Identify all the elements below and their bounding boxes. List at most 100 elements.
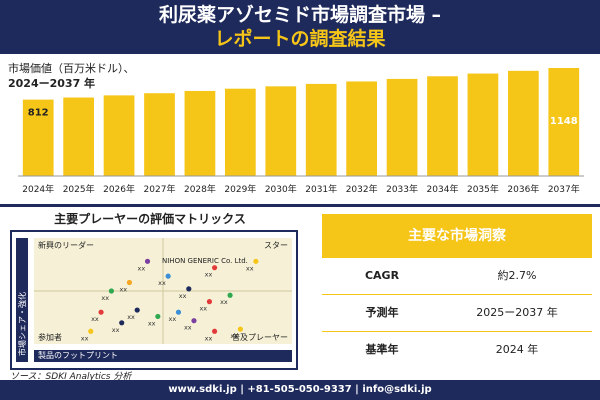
quadrant-top-left: 新興のリーダー	[38, 240, 94, 250]
matrix-point-label: xx	[91, 315, 99, 323]
matrix-point-label: xx	[205, 334, 213, 342]
matrix-point-label: xx	[158, 279, 166, 287]
chart-title: 市場価値（百万米ドル）、	[8, 61, 135, 75]
matrix-point	[186, 286, 192, 292]
x-tick-label: 2025年	[63, 183, 95, 195]
x-tick-label: 2037年	[548, 183, 580, 195]
company-label: NIHON GENERIC Co. Ltd.	[162, 257, 248, 265]
x-tick-label: 2028年	[184, 183, 216, 195]
kpi-value: 2025ー2037 年	[476, 306, 558, 319]
kpi-row-base-year: 基準年 2024 年	[322, 332, 592, 368]
matrix-point-label: xx	[112, 326, 120, 334]
matrix-point	[144, 258, 151, 264]
y-axis-bar	[16, 238, 28, 362]
bar-2035年	[467, 73, 499, 176]
matrix-point-label: xx	[184, 324, 192, 332]
footer-contact: www.sdki.jp | +81-505-050-9337 | info@sd…	[0, 380, 600, 400]
kpi-separator	[322, 331, 592, 332]
matrix-point	[175, 309, 182, 315]
x-tick-label: 2032年	[346, 183, 378, 195]
market-value-bar-chart: 市場価値（百万米ドル）、 2024ー2037 年 2024年 812 2025年 20…	[8, 61, 584, 195]
kpi-separator	[322, 294, 592, 295]
matrix-point	[212, 328, 218, 334]
bar-2030年	[265, 86, 297, 176]
matrix-title: 主要プレーヤーの評価マトリックス	[54, 212, 246, 226]
quadrant-bottom-right: 普及プレーヤー	[232, 332, 288, 342]
x-axis-label: 製品のフットプリント	[38, 351, 118, 360]
bar-2028年	[184, 90, 216, 176]
matrix-point-label: xx	[168, 315, 176, 323]
kpi-label: CAGR	[364, 269, 400, 282]
bar-2033年	[386, 78, 418, 176]
matrix-point-label: xx	[127, 313, 135, 321]
bar-2034年	[427, 76, 458, 176]
bar-2027年	[144, 93, 175, 176]
bar-2024年	[22, 99, 54, 176]
matrix-point-label: xx	[179, 292, 187, 300]
evaluation-matrix: 市場シェア・強化 新興のリーダー スター 参加者 普及プレーヤー NIHON G…	[10, 230, 298, 370]
bar-2032年	[346, 81, 378, 176]
kpi-label: 基準年	[365, 343, 399, 356]
x-tick-label: 2024年	[22, 183, 54, 195]
kpi-value: 2024 年	[495, 343, 539, 356]
matrix-point-label: xx	[148, 319, 156, 327]
bar-2026年	[103, 95, 135, 176]
matrix-point	[126, 279, 133, 286]
report-subtitle: レポートの調査結果	[214, 28, 386, 50]
matrix-point-label: xx	[246, 264, 254, 272]
matrix-point-label: xx	[199, 305, 207, 313]
section-divider	[0, 204, 600, 207]
matrix-point-label: xx	[119, 286, 127, 294]
quadrant-bottom-left: 参加者	[38, 332, 62, 342]
bar-2037年	[548, 68, 580, 176]
x-tick-label: 2030年	[265, 183, 297, 195]
matrix-point	[212, 265, 218, 271]
x-tick-label: 2033年	[386, 183, 418, 195]
matrix-point	[191, 318, 197, 324]
matrix-point	[134, 307, 140, 313]
x-axis-bar: 製品のフットプリント	[34, 350, 292, 362]
x-tick-label: 2036年	[507, 183, 539, 195]
matrix-point	[88, 328, 94, 334]
y-axis-label: 市場シェア・強化	[17, 292, 27, 356]
matrix-point	[253, 258, 259, 264]
data-label: 812	[28, 108, 49, 119]
bar-2036年	[507, 70, 539, 176]
matrix-point	[108, 288, 114, 294]
kpi-label: 予測年	[365, 306, 399, 319]
kpi-row-forecast: 予測年 2025ー2037 年	[322, 295, 592, 331]
bar-2029年	[224, 88, 256, 176]
matrix-plot-area: 新興のリーダー スター 参加者 普及プレーヤー NIHON GENERIC Co…	[34, 238, 292, 344]
report-title: 利尿薬アゾセミド市場調査市場 –	[158, 4, 442, 26]
x-tick-label: 2034年	[427, 183, 459, 195]
bar-2031年	[305, 83, 337, 176]
x-tick-label: 2031年	[305, 183, 337, 195]
data-label: 1148	[550, 116, 578, 127]
matrix-point	[206, 299, 213, 305]
source-note: ソース：SDKI Analytics 分析	[10, 372, 132, 382]
x-tick-label: 2029年	[224, 183, 256, 195]
kpi-value: 約2.7%	[497, 269, 537, 282]
matrix-point-label: xx	[81, 334, 89, 342]
quadrant-top-right: スター	[264, 241, 288, 250]
matrix-point	[227, 292, 233, 298]
kpi-row-cagr: CAGR 約2.7%	[322, 258, 592, 294]
matrix-point	[165, 273, 171, 279]
matrix-plot: 新興のリーダー スター 参加者 普及プレーヤー NIHON GENERIC Co…	[34, 238, 292, 344]
matrix-point-label: xx	[101, 294, 109, 302]
chart-subtitle: 2024ー2037 年	[8, 76, 95, 90]
key-insights-panel: 主要な市場洞察 CAGR 約2.7% 予測年 2025ー2037 年 基準年 2…	[322, 214, 592, 368]
matrix-point-label: xx	[230, 332, 238, 340]
bar-2025年	[63, 97, 95, 176]
matrix-point	[155, 313, 161, 320]
matrix-point	[237, 326, 243, 332]
key-insights-title: 主要な市場洞察	[322, 214, 592, 258]
y-axis-label-svg: 市場シェア・強化	[17, 292, 27, 356]
x-tick-label: 2026年	[103, 183, 135, 195]
x-tick-label: 2027年	[144, 183, 176, 195]
report-header: 利尿薬アゾセミド市場調査市場 – レポートの調査結果	[0, 0, 600, 54]
x-tick-label: 2035年	[467, 183, 499, 195]
matrix-point-label: xx	[138, 264, 146, 272]
matrix-point	[119, 320, 125, 326]
matrix-point	[98, 309, 104, 315]
